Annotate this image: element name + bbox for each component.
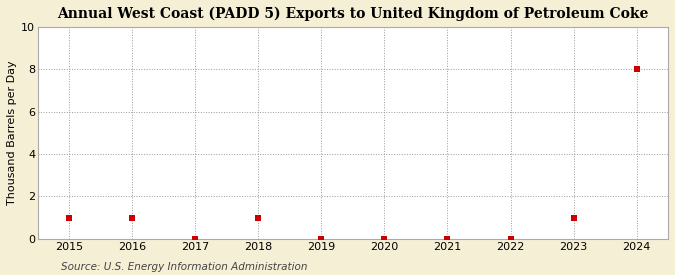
Point [316, 236, 327, 241]
Point [64, 215, 75, 220]
Point [190, 236, 201, 241]
Point [127, 215, 138, 220]
Point [568, 215, 579, 220]
Point [442, 236, 453, 241]
Point [253, 215, 264, 220]
Point [505, 236, 516, 241]
Y-axis label: Thousand Barrels per Day: Thousand Barrels per Day [7, 60, 17, 205]
Text: Source: U.S. Energy Information Administration: Source: U.S. Energy Information Administ… [61, 262, 307, 272]
Point [631, 67, 642, 71]
Point [379, 236, 390, 241]
Title: Annual West Coast (PADD 5) Exports to United Kingdom of Petroleum Coke: Annual West Coast (PADD 5) Exports to Un… [57, 7, 649, 21]
